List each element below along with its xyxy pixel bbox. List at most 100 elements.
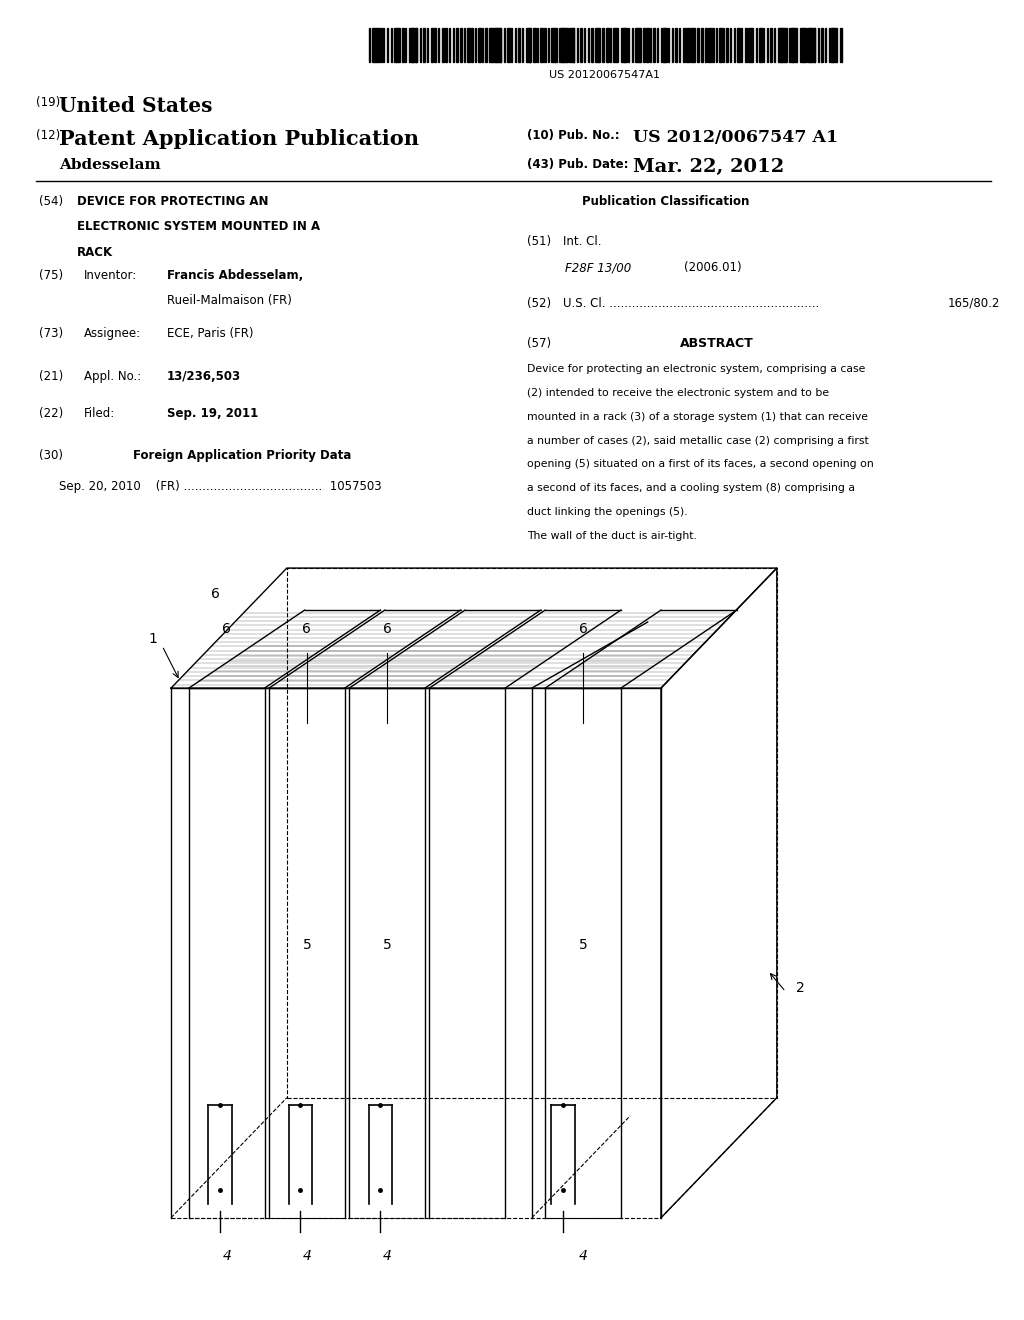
Text: Patent Application Publication: Patent Application Publication xyxy=(59,129,420,149)
Bar xyxy=(730,28,731,62)
Bar xyxy=(697,28,698,62)
Bar xyxy=(508,28,510,62)
Text: mounted in a rack (3) of a storage system (1) that can receive: mounted in a rack (3) of a storage syste… xyxy=(527,412,868,422)
Bar xyxy=(529,28,530,62)
Bar xyxy=(581,28,582,62)
Text: (43) Pub. Date:: (43) Pub. Date: xyxy=(527,158,629,172)
Text: (57): (57) xyxy=(527,337,552,350)
Text: 4: 4 xyxy=(302,1249,311,1263)
Text: 6: 6 xyxy=(211,587,220,601)
Text: Sep. 20, 2010    (FR) .....................................  1057503: Sep. 20, 2010 (FR) .....................… xyxy=(59,480,382,494)
Text: (22): (22) xyxy=(39,407,63,420)
Bar xyxy=(690,28,694,62)
Bar xyxy=(833,28,837,62)
Bar xyxy=(796,28,797,62)
Text: Sep. 19, 2011: Sep. 19, 2011 xyxy=(167,407,258,420)
Bar xyxy=(573,28,574,62)
Bar xyxy=(642,28,645,62)
Text: (75): (75) xyxy=(39,269,63,282)
Bar xyxy=(609,28,611,62)
Bar xyxy=(781,28,785,62)
Bar xyxy=(777,28,781,62)
Text: (54): (54) xyxy=(39,195,63,209)
Bar xyxy=(749,28,753,62)
Bar xyxy=(807,28,811,62)
Bar xyxy=(803,28,806,62)
Bar xyxy=(551,28,555,62)
Bar xyxy=(756,28,757,62)
Bar xyxy=(628,28,629,62)
Bar xyxy=(420,28,421,62)
Bar xyxy=(625,28,627,62)
Text: ELECTRONIC SYSTEM MOUNTED IN A: ELECTRONIC SYSTEM MOUNTED IN A xyxy=(77,220,319,234)
Bar xyxy=(525,28,529,62)
Bar xyxy=(621,28,625,62)
Bar xyxy=(441,28,444,62)
Bar xyxy=(482,28,483,62)
Bar xyxy=(639,28,641,62)
Bar xyxy=(686,28,689,62)
Bar xyxy=(504,28,505,62)
Bar xyxy=(369,28,370,62)
Bar xyxy=(518,28,519,62)
Text: a second of its faces, and a cooling system (8) comprising a: a second of its faces, and a cooling sys… xyxy=(527,483,855,494)
Bar xyxy=(537,28,538,62)
Bar xyxy=(828,28,833,62)
Bar xyxy=(489,28,494,62)
Text: (52): (52) xyxy=(527,297,552,310)
Bar xyxy=(679,28,680,62)
Bar xyxy=(657,28,658,62)
Bar xyxy=(460,28,463,62)
Bar xyxy=(635,28,639,62)
Text: (10) Pub. No.:: (10) Pub. No.: xyxy=(527,129,620,143)
Bar xyxy=(676,28,677,62)
Bar xyxy=(548,28,549,62)
Bar xyxy=(672,28,673,62)
Bar xyxy=(566,28,568,62)
Bar xyxy=(445,28,446,62)
Bar xyxy=(515,28,516,62)
Text: Publication Classification: Publication Classification xyxy=(582,195,750,209)
Text: 6: 6 xyxy=(302,622,311,636)
Text: (2006.01): (2006.01) xyxy=(684,261,741,275)
Text: Appl. No.:: Appl. No.: xyxy=(84,370,141,383)
Text: 5: 5 xyxy=(579,939,588,953)
Bar xyxy=(825,28,826,62)
Bar xyxy=(592,28,593,62)
Bar xyxy=(387,28,388,62)
Text: (51): (51) xyxy=(527,235,552,248)
Bar xyxy=(457,28,458,62)
Bar xyxy=(709,28,711,62)
Bar xyxy=(734,28,735,62)
Bar xyxy=(653,28,654,62)
Text: 5: 5 xyxy=(383,939,391,953)
Bar xyxy=(606,28,608,62)
Bar xyxy=(406,28,407,62)
Bar xyxy=(394,28,398,62)
Bar xyxy=(431,28,433,62)
Text: Mar. 22, 2012: Mar. 22, 2012 xyxy=(633,158,784,177)
Bar xyxy=(380,28,382,62)
Bar xyxy=(562,28,566,62)
Text: ECE, Paris (FR): ECE, Paris (FR) xyxy=(167,327,253,341)
Text: 4: 4 xyxy=(579,1249,588,1263)
Bar xyxy=(438,28,439,62)
Bar xyxy=(693,28,695,62)
Bar xyxy=(464,28,465,62)
Bar xyxy=(409,28,413,62)
Bar xyxy=(752,28,754,62)
Text: The wall of the duct is air-tight.: The wall of the duct is air-tight. xyxy=(527,531,697,541)
Text: US 20120067547A1: US 20120067547A1 xyxy=(549,70,659,81)
Bar xyxy=(723,28,724,62)
Text: DEVICE FOR PROTECTING AN: DEVICE FOR PROTECTING AN xyxy=(77,195,268,209)
Bar xyxy=(532,28,536,62)
Text: (12): (12) xyxy=(36,129,60,143)
Bar xyxy=(376,28,379,62)
Bar xyxy=(810,28,814,62)
Bar xyxy=(763,28,764,62)
Bar xyxy=(683,28,685,62)
Bar xyxy=(373,28,377,62)
Text: RACK: RACK xyxy=(77,246,113,259)
Bar xyxy=(401,28,404,62)
Text: (73): (73) xyxy=(39,327,63,341)
